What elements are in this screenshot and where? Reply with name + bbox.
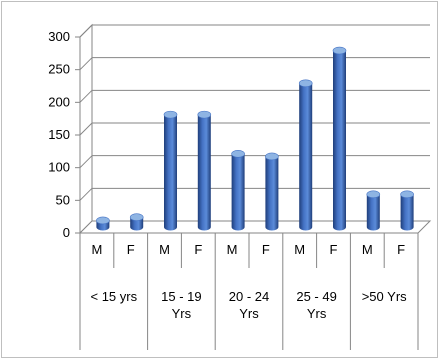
y-tick-label: 300 <box>48 29 70 44</box>
bar <box>164 114 177 231</box>
x-category-label: F <box>127 242 135 257</box>
bar <box>333 50 346 231</box>
x-group-label: >50 Yrs <box>362 289 407 304</box>
gridline-side <box>79 155 93 169</box>
x-category-label: M <box>294 242 305 257</box>
bar <box>197 114 211 231</box>
x-group-label: 20 - 24 Yrs <box>229 289 269 321</box>
bar-top <box>231 150 245 158</box>
chart-frame <box>1 1 438 358</box>
x-category-label: M <box>91 242 102 257</box>
x-category-label: F <box>262 242 270 257</box>
y-tick-label: 0 <box>63 225 70 240</box>
y-tick-label: 150 <box>48 127 70 142</box>
x-category-label: M <box>159 242 170 257</box>
bar-top <box>265 152 279 161</box>
bar <box>366 194 380 231</box>
gridline-side <box>79 122 93 136</box>
bar-top <box>96 216 110 225</box>
x-group-label: 15 - 19 Yrs <box>161 289 201 321</box>
bar-top <box>163 110 178 119</box>
bar <box>231 153 245 231</box>
bar-top <box>400 190 414 199</box>
y-tick-label: 100 <box>48 160 70 175</box>
gridline-side <box>79 89 93 103</box>
bar-top <box>197 110 212 119</box>
gridline-side <box>79 24 93 38</box>
x-category-label: F <box>397 242 405 257</box>
gridline-side <box>79 57 93 71</box>
y-tick-label: 50 <box>56 192 70 207</box>
x-category-label: F <box>330 242 338 257</box>
y-tick-label: 250 <box>48 62 70 77</box>
bar-top <box>332 46 347 55</box>
bar-top <box>366 190 381 199</box>
bar <box>299 83 313 231</box>
x-category-label: M <box>362 242 373 257</box>
bar-top <box>298 79 313 88</box>
bar <box>265 156 279 231</box>
y-tick-label: 200 <box>48 94 70 109</box>
x-category-label: M <box>227 242 238 257</box>
x-group-label: < 15 yrs <box>90 289 137 304</box>
x-group-label: 25 - 49 Yrs <box>296 289 336 321</box>
gridline-side <box>79 187 93 201</box>
bar-top <box>129 213 144 221</box>
bar <box>400 194 414 231</box>
x-category-label: F <box>194 242 202 257</box>
